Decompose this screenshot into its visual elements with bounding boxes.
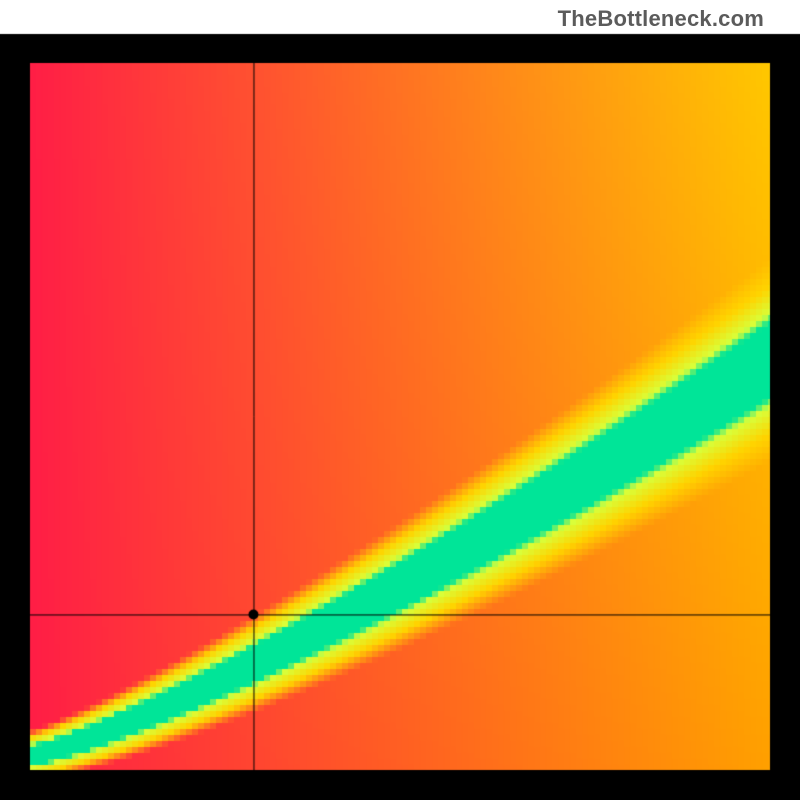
bottleneck-heatmap [0,0,800,800]
watermark-text: TheBottleneck.com [558,6,764,32]
